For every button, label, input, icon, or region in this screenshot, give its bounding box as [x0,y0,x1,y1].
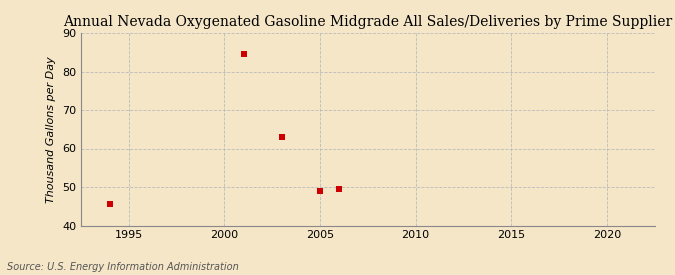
Point [333,187,344,191]
Point [104,202,115,207]
Title: Annual Nevada Oxygenated Gasoline Midgrade All Sales/Deliveries by Prime Supplie: Annual Nevada Oxygenated Gasoline Midgra… [63,15,672,29]
Point [238,52,249,56]
Point [315,189,325,193]
Text: Source: U.S. Energy Information Administration: Source: U.S. Energy Information Administ… [7,262,238,272]
Y-axis label: Thousand Gallons per Day: Thousand Gallons per Day [47,56,57,203]
Point [277,135,288,139]
